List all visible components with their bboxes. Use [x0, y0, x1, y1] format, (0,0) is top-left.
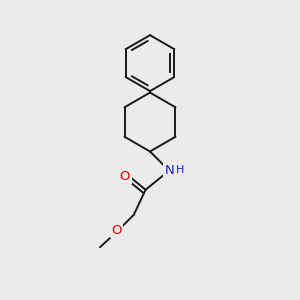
Text: N: N — [164, 164, 174, 177]
Text: O: O — [111, 224, 122, 237]
Text: H: H — [176, 165, 184, 175]
Text: O: O — [120, 170, 130, 183]
